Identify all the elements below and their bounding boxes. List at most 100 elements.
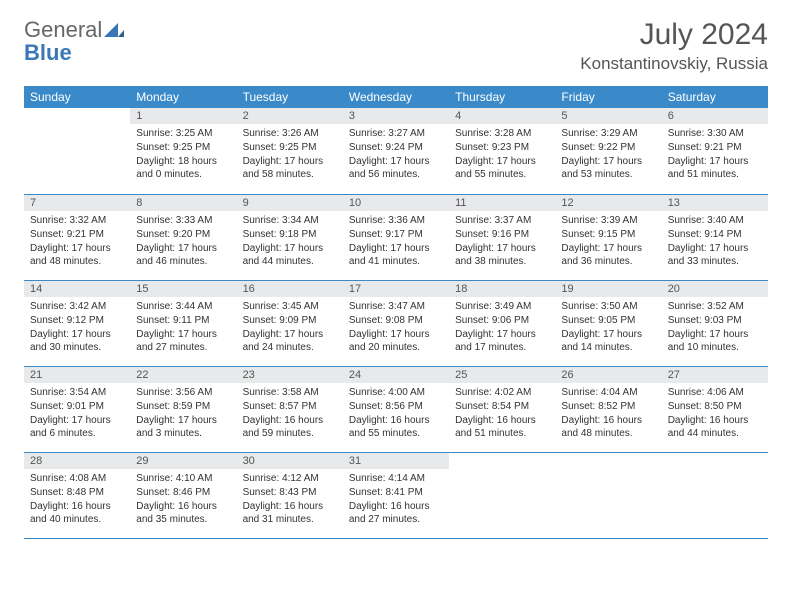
- sunset-text: Sunset: 9:09 PM: [243, 314, 337, 327]
- sunrise-text: Sunrise: 3:54 AM: [30, 386, 124, 399]
- day-body: Sunrise: 3:28 AMSunset: 9:23 PMDaylight:…: [449, 124, 555, 186]
- daylight-text: Daylight: 16 hours and 40 minutes.: [30, 500, 124, 526]
- day-number: 12: [555, 195, 661, 211]
- day-number: 22: [130, 367, 236, 383]
- calendar-row: 14Sunrise: 3:42 AMSunset: 9:12 PMDayligh…: [24, 280, 768, 366]
- sunset-text: Sunset: 9:03 PM: [668, 314, 762, 327]
- daylight-text: Daylight: 17 hours and 10 minutes.: [668, 328, 762, 354]
- calendar-cell: 10Sunrise: 3:36 AMSunset: 9:17 PMDayligh…: [343, 194, 449, 280]
- calendar-cell: 8Sunrise: 3:33 AMSunset: 9:20 PMDaylight…: [130, 194, 236, 280]
- day-number: 13: [662, 195, 768, 211]
- col-thu: Thursday: [449, 86, 555, 108]
- day-number: 16: [237, 281, 343, 297]
- day-body: Sunrise: 3:50 AMSunset: 9:05 PMDaylight:…: [555, 297, 661, 359]
- day-body: Sunrise: 4:10 AMSunset: 8:46 PMDaylight:…: [130, 469, 236, 531]
- day-body: Sunrise: 3:49 AMSunset: 9:06 PMDaylight:…: [449, 297, 555, 359]
- day-number: 14: [24, 281, 130, 297]
- sunrise-text: Sunrise: 3:29 AM: [561, 127, 655, 140]
- day-number: 7: [24, 195, 130, 211]
- day-number: 6: [662, 108, 768, 124]
- calendar-cell: 15Sunrise: 3:44 AMSunset: 9:11 PMDayligh…: [130, 280, 236, 366]
- sunset-text: Sunset: 8:52 PM: [561, 400, 655, 413]
- sunset-text: Sunset: 8:54 PM: [455, 400, 549, 413]
- sunrise-text: Sunrise: 3:28 AM: [455, 127, 549, 140]
- sunrise-text: Sunrise: 3:34 AM: [243, 214, 337, 227]
- day-body: Sunrise: 3:39 AMSunset: 9:15 PMDaylight:…: [555, 211, 661, 273]
- day-number: 17: [343, 281, 449, 297]
- day-body: Sunrise: 3:45 AMSunset: 9:09 PMDaylight:…: [237, 297, 343, 359]
- sunset-text: Sunset: 9:21 PM: [668, 141, 762, 154]
- col-fri: Friday: [555, 86, 661, 108]
- calendar-cell: 6Sunrise: 3:30 AMSunset: 9:21 PMDaylight…: [662, 108, 768, 194]
- daylight-text: Daylight: 16 hours and 51 minutes.: [455, 414, 549, 440]
- daylight-text: Daylight: 17 hours and 17 minutes.: [455, 328, 549, 354]
- calendar-cell: 9Sunrise: 3:34 AMSunset: 9:18 PMDaylight…: [237, 194, 343, 280]
- col-tue: Tuesday: [237, 86, 343, 108]
- calendar-body: 1Sunrise: 3:25 AMSunset: 9:25 PMDaylight…: [24, 108, 768, 538]
- day-body: Sunrise: 4:06 AMSunset: 8:50 PMDaylight:…: [662, 383, 768, 445]
- sunrise-text: Sunrise: 4:00 AM: [349, 386, 443, 399]
- day-number: 29: [130, 453, 236, 469]
- day-number: 4: [449, 108, 555, 124]
- sunrise-text: Sunrise: 3:39 AM: [561, 214, 655, 227]
- calendar-cell: 14Sunrise: 3:42 AMSunset: 9:12 PMDayligh…: [24, 280, 130, 366]
- day-number: 3: [343, 108, 449, 124]
- daylight-text: Daylight: 16 hours and 59 minutes.: [243, 414, 337, 440]
- sunset-text: Sunset: 8:41 PM: [349, 486, 443, 499]
- daylight-text: Daylight: 16 hours and 55 minutes.: [349, 414, 443, 440]
- sunrise-text: Sunrise: 3:26 AM: [243, 127, 337, 140]
- day-number: 27: [662, 367, 768, 383]
- day-number: 30: [237, 453, 343, 469]
- day-number: 25: [449, 367, 555, 383]
- day-number: 28: [24, 453, 130, 469]
- day-body: Sunrise: 3:30 AMSunset: 9:21 PMDaylight:…: [662, 124, 768, 186]
- day-number: 26: [555, 367, 661, 383]
- sunrise-text: Sunrise: 3:30 AM: [668, 127, 762, 140]
- sunset-text: Sunset: 9:20 PM: [136, 228, 230, 241]
- daylight-text: Daylight: 17 hours and 38 minutes.: [455, 242, 549, 268]
- brand-mark-icon: [104, 17, 124, 42]
- daylight-text: Daylight: 17 hours and 6 minutes.: [30, 414, 124, 440]
- day-body: Sunrise: 3:33 AMSunset: 9:20 PMDaylight:…: [130, 211, 236, 273]
- calendar-cell: 23Sunrise: 3:58 AMSunset: 8:57 PMDayligh…: [237, 366, 343, 452]
- sunset-text: Sunset: 8:57 PM: [243, 400, 337, 413]
- day-body: Sunrise: 4:08 AMSunset: 8:48 PMDaylight:…: [24, 469, 130, 531]
- daylight-text: Daylight: 17 hours and 56 minutes.: [349, 155, 443, 181]
- sunrise-text: Sunrise: 3:40 AM: [668, 214, 762, 227]
- calendar-row: 28Sunrise: 4:08 AMSunset: 8:48 PMDayligh…: [24, 452, 768, 538]
- calendar-cell: 30Sunrise: 4:12 AMSunset: 8:43 PMDayligh…: [237, 452, 343, 538]
- sunrise-text: Sunrise: 4:12 AM: [243, 472, 337, 485]
- col-sat: Saturday: [662, 86, 768, 108]
- daylight-text: Daylight: 17 hours and 55 minutes.: [455, 155, 549, 181]
- calendar-cell: 16Sunrise: 3:45 AMSunset: 9:09 PMDayligh…: [237, 280, 343, 366]
- day-body: Sunrise: 3:37 AMSunset: 9:16 PMDaylight:…: [449, 211, 555, 273]
- calendar-cell: 20Sunrise: 3:52 AMSunset: 9:03 PMDayligh…: [662, 280, 768, 366]
- day-number: 11: [449, 195, 555, 211]
- calendar-cell: 2Sunrise: 3:26 AMSunset: 9:25 PMDaylight…: [237, 108, 343, 194]
- day-number: 9: [237, 195, 343, 211]
- day-body: Sunrise: 3:54 AMSunset: 9:01 PMDaylight:…: [24, 383, 130, 445]
- day-body: Sunrise: 3:42 AMSunset: 9:12 PMDaylight:…: [24, 297, 130, 359]
- sunrise-text: Sunrise: 4:14 AM: [349, 472, 443, 485]
- daylight-text: Daylight: 16 hours and 27 minutes.: [349, 500, 443, 526]
- sunrise-text: Sunrise: 3:42 AM: [30, 300, 124, 313]
- sunrise-text: Sunrise: 3:56 AM: [136, 386, 230, 399]
- calendar-cell: 27Sunrise: 4:06 AMSunset: 8:50 PMDayligh…: [662, 366, 768, 452]
- day-body: Sunrise: 3:25 AMSunset: 9:25 PMDaylight:…: [130, 124, 236, 186]
- sunrise-text: Sunrise: 3:37 AM: [455, 214, 549, 227]
- calendar-cell: 22Sunrise: 3:56 AMSunset: 8:59 PMDayligh…: [130, 366, 236, 452]
- sunset-text: Sunset: 9:05 PM: [561, 314, 655, 327]
- day-body: Sunrise: 3:34 AMSunset: 9:18 PMDaylight:…: [237, 211, 343, 273]
- daylight-text: Daylight: 17 hours and 51 minutes.: [668, 155, 762, 181]
- sunset-text: Sunset: 9:01 PM: [30, 400, 124, 413]
- calendar-cell: [662, 452, 768, 538]
- sunrise-text: Sunrise: 3:50 AM: [561, 300, 655, 313]
- sunset-text: Sunset: 9:18 PM: [243, 228, 337, 241]
- sunrise-text: Sunrise: 3:33 AM: [136, 214, 230, 227]
- calendar-cell: 21Sunrise: 3:54 AMSunset: 9:01 PMDayligh…: [24, 366, 130, 452]
- sunset-text: Sunset: 9:21 PM: [30, 228, 124, 241]
- calendar-cell: 7Sunrise: 3:32 AMSunset: 9:21 PMDaylight…: [24, 194, 130, 280]
- sunset-text: Sunset: 9:12 PM: [30, 314, 124, 327]
- sunrise-text: Sunrise: 4:02 AM: [455, 386, 549, 399]
- sunset-text: Sunset: 9:06 PM: [455, 314, 549, 327]
